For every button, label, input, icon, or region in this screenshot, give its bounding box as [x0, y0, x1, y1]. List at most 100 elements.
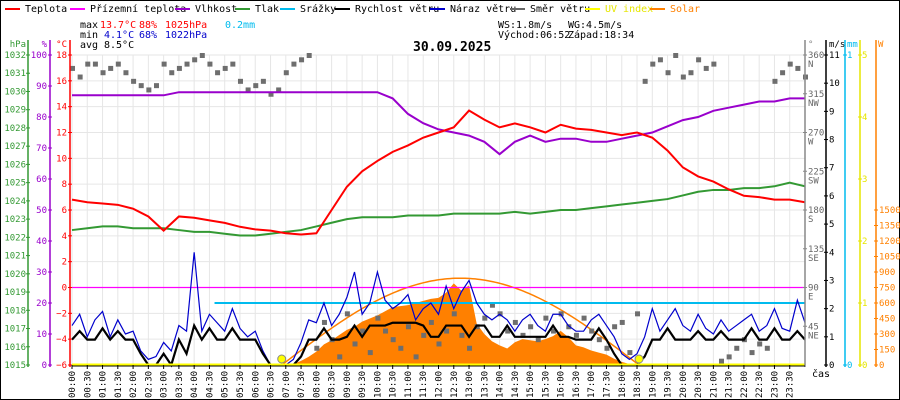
temperature-axis-tick-label: 4 [62, 232, 67, 242]
wind-direction-point [696, 57, 702, 63]
wind-direction-point [680, 74, 686, 80]
wind-direction-point [795, 65, 801, 71]
wind-axis-tick-label: 7 [829, 164, 834, 174]
pressure-line [71, 181, 806, 237]
wind-direction-point [497, 311, 503, 317]
x-axis-tick-label: 05:30 [236, 371, 246, 398]
wind-direction-point [757, 341, 763, 347]
x-axis-tick-label: 19:30 [664, 371, 674, 398]
temperature-axis-tick-label: 0 [62, 284, 67, 294]
wind-direction-point [551, 328, 557, 334]
wind-direction-point [314, 345, 320, 351]
x-axis-label: čas [812, 368, 830, 380]
legend-label: Srážky [300, 3, 336, 15]
pressure-axis-tick-label: 1019 [4, 288, 26, 298]
wind-direction-point [184, 61, 190, 67]
wind-direction-point [306, 53, 312, 58]
wind-direction-point [131, 78, 137, 84]
temperature-axis-tick-label: −4 [56, 335, 67, 345]
pressure-axis-tick-label: 1032 [4, 51, 26, 61]
pressure-axis-tick-label: 1021 [4, 252, 26, 262]
x-axis-tick-label: 17:30 [602, 371, 612, 398]
humidity-axis-tick-label: 90 [36, 82, 47, 92]
pressure-axis-tick-label: 1020 [4, 270, 26, 280]
sunrise-marker [277, 354, 287, 364]
pressure-axis-tick-label: 1026 [4, 160, 26, 170]
wind-direction-point [566, 324, 572, 330]
stat-min-humidity: 68% [139, 30, 157, 41]
solar-axis-tick-label: 1050 [879, 253, 900, 263]
temperature-axis-tick-label: 6 [62, 206, 67, 216]
solar-area [285, 283, 630, 365]
wind-direction-point [665, 70, 671, 76]
wind-direction-point [360, 328, 366, 334]
x-axis-tick-label: 07:00 [282, 371, 292, 398]
wind-direction-point [436, 341, 442, 347]
humidity-axis-unit: % [42, 40, 48, 50]
humidity-axis-tick-label: 100 [31, 51, 47, 61]
x-axis-tick-label: 12:30 [450, 371, 460, 398]
x-axis-tick-label: 10:00 [373, 371, 383, 398]
wind-direction-point [161, 61, 167, 67]
wind-direction-point [85, 61, 91, 67]
wind-direction-point [321, 319, 327, 325]
uv-axis-tick-label: 3 [862, 175, 867, 185]
wind-direction-point [642, 78, 648, 84]
wind-direction-point [719, 358, 725, 364]
x-axis-tick-label: 03:30 [175, 371, 185, 398]
wind-direction-point [70, 65, 75, 71]
direction-axis-compass-label: NW [808, 99, 819, 109]
wind-direction-point [390, 337, 396, 343]
wind-axis-tick-label: 8 [829, 136, 834, 146]
x-axis-tick-label: 21:30 [725, 371, 735, 398]
x-axis-tick-label: 23:30 [786, 371, 796, 398]
temperature-axis-tick-label: −2 [56, 309, 67, 319]
wind-direction-point [337, 354, 343, 360]
x-axis-tick-label: 22:30 [755, 371, 765, 398]
chart-date-title: 30.09.2025 [413, 40, 491, 55]
wind-direction-point [650, 61, 656, 67]
direction-axis-tick-label: 225 [808, 167, 824, 177]
uv-axis-tick-label: 4 [862, 113, 867, 123]
wind-speed-line [71, 321, 806, 368]
wind-direction-point [619, 319, 625, 325]
solar-axis-tick-label: 450 [879, 315, 895, 325]
wind-direction-point [482, 315, 488, 321]
x-axis-tick-label: 00:00 [68, 371, 78, 398]
humidity-axis-tick-label: 20 [36, 299, 47, 309]
wind-direction-point [413, 354, 419, 360]
wind-direction-point [245, 87, 251, 93]
wind-axis-tick-label: 4 [829, 248, 834, 258]
temperature-axis-tick-label: 16 [56, 77, 67, 87]
wind-direction-point [375, 315, 381, 321]
wind-direction-point [726, 354, 732, 360]
solar-clear-sky-curve [281, 277, 639, 366]
wind-direction-point [237, 78, 243, 84]
x-axis-tick-label: 16:30 [572, 371, 582, 398]
stat-max-pressure: 1025hPa [165, 20, 207, 31]
humidity-axis-tick-label: 70 [36, 144, 47, 154]
stat-max-label: max [80, 20, 98, 31]
wind-direction-point [199, 53, 205, 58]
x-axis-tick-label: 01:30 [114, 371, 124, 398]
wind-axis-tick-label: 2 [829, 305, 834, 315]
solar-axis-tick-label: 150 [879, 346, 895, 356]
pressure-axis-tick-label: 1027 [4, 142, 26, 152]
wind-direction-point [207, 61, 213, 67]
uv-axis-tick-label: 1 [862, 299, 867, 309]
wind-direction-point [352, 341, 358, 347]
pressure-axis-unit: hPa [10, 40, 26, 50]
pressure-axis-tick-label: 1016 [4, 343, 26, 353]
x-axis-tick-label: 02:30 [144, 371, 154, 398]
wind-direction-point [711, 61, 717, 67]
wind-direction-point [123, 70, 129, 76]
wind-direction-point [688, 70, 694, 76]
pressure-axis-tick-label: 1030 [4, 87, 26, 97]
wind-direction-point [772, 78, 778, 84]
wind-axis-tick-label: 0 [829, 361, 834, 371]
x-axis-tick-label: 20:00 [679, 371, 689, 398]
wind-axis-tick-label: 10 [829, 79, 840, 89]
wind-direction-point [657, 57, 663, 63]
temperature-axis-tick-label: 2 [62, 258, 67, 268]
wind-direction-point [543, 315, 549, 321]
